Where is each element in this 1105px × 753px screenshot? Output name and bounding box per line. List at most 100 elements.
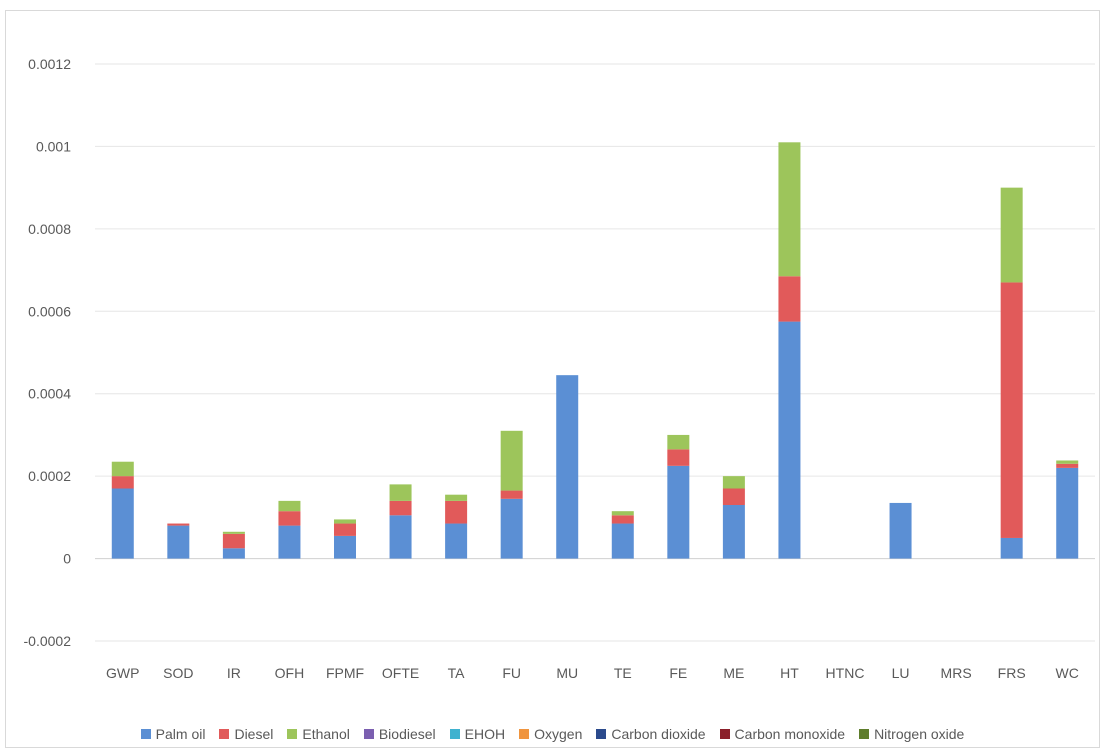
x-category-label: LU	[892, 665, 910, 681]
bar-segment	[611, 511, 634, 516]
legend-swatch	[449, 729, 460, 739]
y-tick-label: 0.0006	[28, 303, 71, 319]
y-tick-label: -0.0002	[24, 633, 72, 649]
bar-segment	[1000, 282, 1023, 538]
legend-swatch	[519, 729, 530, 739]
bar-segment	[778, 142, 801, 277]
bar-segment	[1000, 537, 1023, 559]
legend-swatch	[596, 729, 607, 739]
x-category-label: FE	[669, 665, 687, 681]
legend-item: Carbon dioxide	[596, 726, 706, 742]
legend-swatch	[363, 729, 374, 739]
x-category-label: TA	[448, 665, 466, 681]
legend-label: Nitrogen oxide	[874, 726, 965, 742]
bar-segment	[111, 476, 134, 489]
x-category-label: OFH	[275, 665, 305, 681]
legend-item: Diesel	[219, 726, 273, 742]
bar-segment	[445, 494, 468, 501]
bar-segment	[445, 500, 468, 524]
x-category-label: HTNC	[826, 665, 865, 681]
bar-segment	[334, 535, 356, 559]
bar-segment	[500, 490, 523, 499]
bar-segment	[222, 531, 245, 534]
y-axis-tick-labels: -0.0002 0 0.0002 0.0004 0.0006 0.0008 0.001 0.0…	[24, 56, 72, 649]
bar-segment	[500, 430, 523, 491]
y-tick-label: 0.0002	[28, 468, 71, 484]
gridlines	[95, 63, 1095, 642]
x-category-label: OFTE	[382, 665, 419, 681]
x-category-label: MRS	[941, 665, 972, 681]
x-category-label: FRS	[998, 665, 1026, 681]
bar-segment	[1000, 187, 1023, 283]
x-category-label: IR	[227, 665, 241, 681]
bar-segment	[611, 515, 634, 524]
legend: Palm oil Diesel Ethanol Biodiesel EHOH Oxygen…	[0, 726, 1105, 742]
bar-segment	[778, 321, 801, 559]
x-axis-category-labels: GWP SOD IR OFH FPMF OFTE TA FU MU TE FE ME HT HTNC LU M…	[106, 665, 1079, 681]
bar-segment	[667, 465, 690, 559]
bar-segment	[667, 449, 690, 466]
legend-item: Biodiesel	[363, 726, 436, 742]
chart-frame	[5, 10, 1100, 748]
bar-segment	[611, 523, 634, 559]
y-tick-label: 0.0008	[28, 221, 71, 237]
bar-segment	[167, 525, 190, 559]
legend-label: Diesel	[234, 726, 274, 742]
legend-label: Biodiesel	[378, 726, 436, 742]
bar-segment	[389, 484, 412, 501]
bar-segment	[222, 533, 245, 549]
bars	[111, 142, 1079, 559]
bar-segment	[167, 523, 190, 526]
legend-label: Ethanol	[302, 726, 350, 742]
x-category-label: WC	[1056, 665, 1079, 681]
bar-segment	[445, 523, 468, 559]
bar-segment	[1056, 467, 1079, 559]
bar-segment	[111, 461, 134, 477]
bar-segment	[889, 502, 912, 559]
x-category-label: FPMF	[326, 665, 364, 681]
bar-segment	[667, 434, 690, 450]
bar-segment	[389, 500, 412, 516]
bar-segment	[1056, 463, 1079, 468]
x-category-label: GWP	[106, 665, 139, 681]
y-tick-label: 0	[63, 551, 71, 567]
legend-swatch	[140, 729, 151, 739]
x-category-label: TE	[614, 665, 632, 681]
bar-segment	[389, 515, 412, 559]
legend-item: Ethanol	[287, 726, 350, 742]
legend-label: Oxygen	[534, 726, 583, 742]
bar-segment	[334, 523, 356, 536]
legend-label: EHOH	[464, 726, 506, 742]
legend-label: Carbon dioxide	[611, 726, 706, 742]
legend-item: Nitrogen oxide	[859, 726, 964, 742]
legend-swatch	[719, 729, 730, 739]
x-category-label: SOD	[163, 665, 193, 681]
bar-segment	[722, 504, 745, 559]
legend-label: Palm oil	[155, 726, 206, 742]
x-category-label: ME	[723, 665, 744, 681]
x-category-label: HT	[780, 665, 799, 681]
bar-segment	[556, 375, 579, 559]
x-category-label: FU	[502, 665, 521, 681]
legend-swatch	[859, 729, 870, 739]
legend-item: Palm oil	[140, 726, 206, 742]
y-tick-label: 0.001	[36, 138, 71, 154]
bar-segment	[111, 488, 134, 559]
bar-segment	[1056, 460, 1079, 464]
bar-segment	[278, 525, 301, 559]
y-tick-label: 0.0012	[28, 56, 71, 72]
bar-segment	[334, 519, 356, 524]
legend-swatch	[287, 729, 298, 739]
y-tick-label: 0.0004	[28, 386, 71, 402]
legend-item: EHOH	[449, 726, 506, 742]
x-category-label: MU	[556, 665, 578, 681]
bar-segment	[222, 548, 245, 559]
legend-label: Carbon monoxide	[734, 726, 846, 742]
bar-segment	[778, 276, 801, 322]
bar-segment	[722, 476, 745, 489]
bar-segment	[278, 511, 301, 526]
bar-segment	[722, 488, 745, 505]
legend-item: Carbon monoxide	[719, 726, 846, 742]
bar-segment	[500, 498, 523, 559]
